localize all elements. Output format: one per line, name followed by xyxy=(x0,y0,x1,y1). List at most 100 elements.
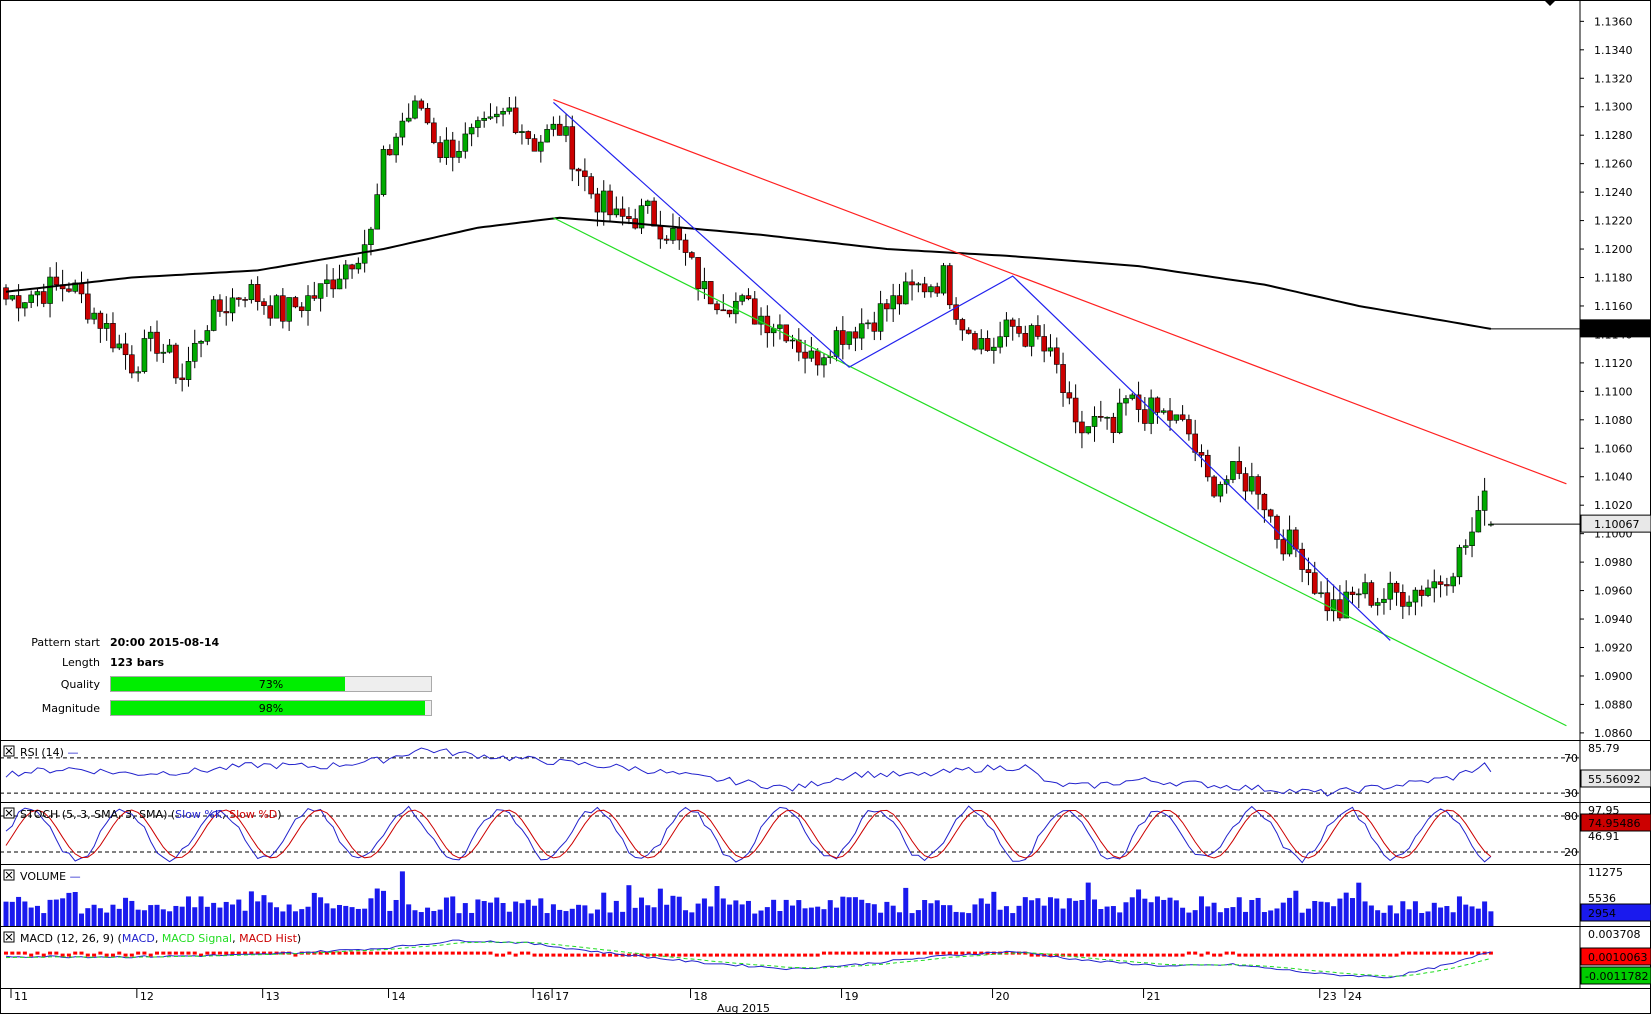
candle-body xyxy=(1305,569,1312,574)
candle-body xyxy=(1217,484,1224,497)
candle-body xyxy=(1337,599,1343,619)
macd-signal-value-label: -0.0011782 xyxy=(1585,970,1648,983)
volume-bar xyxy=(230,904,236,926)
candle-body xyxy=(1255,476,1261,495)
macd-hist-bar xyxy=(727,953,732,957)
candle-body xyxy=(393,136,399,156)
volume-bar xyxy=(60,898,66,926)
volume-bar xyxy=(664,904,670,926)
macd-hist-bar xyxy=(840,951,845,955)
candle-body xyxy=(286,297,292,322)
rsi-level-label: 70 xyxy=(1564,752,1578,765)
macd-hist-bar xyxy=(670,953,675,957)
candle-body xyxy=(1412,589,1419,603)
macd-hist-bar xyxy=(1293,953,1298,957)
macd-hist-bar xyxy=(1394,953,1399,957)
macd-hist-bar xyxy=(532,953,537,957)
volume-bar xyxy=(91,904,97,926)
volume-bar xyxy=(506,911,512,926)
macd-hist-bar xyxy=(381,951,386,955)
volume-bar xyxy=(1255,897,1261,926)
macd-hist-bar xyxy=(173,951,178,955)
macd-hist-bar xyxy=(463,951,468,955)
volume-bar xyxy=(1299,912,1305,926)
candle-body xyxy=(1135,394,1142,410)
candle-body xyxy=(946,265,953,306)
volume-bar xyxy=(22,901,28,926)
candle-body xyxy=(9,295,16,300)
volume-bar xyxy=(1412,901,1418,926)
price-tick-label: 1.1160 xyxy=(1594,300,1633,313)
ma-value-label-box xyxy=(1580,319,1651,338)
candle-body xyxy=(40,291,47,304)
scroll-marker-icon xyxy=(1544,0,1556,6)
macd-hist-bar xyxy=(777,953,782,957)
macd-hist-bar xyxy=(469,951,474,955)
volume-bar xyxy=(1003,906,1009,926)
candle-body xyxy=(292,297,299,308)
candle-body xyxy=(1343,591,1349,619)
x-month-label: Aug 2015 xyxy=(717,1002,770,1014)
macd-hist-bar xyxy=(1331,953,1336,957)
macd-hist-bar xyxy=(92,953,97,957)
volume-bar xyxy=(129,900,135,926)
volume-bar xyxy=(846,897,852,926)
macd-hist-bar xyxy=(494,953,499,957)
volume-bar xyxy=(280,911,286,926)
candle-body xyxy=(1016,326,1022,334)
volume-bar xyxy=(613,900,619,926)
macd-hist-bar xyxy=(551,953,556,957)
candle-body xyxy=(600,190,607,213)
macd-hist-bar xyxy=(60,953,65,957)
macd-hist-bar xyxy=(991,951,996,955)
candle-body xyxy=(701,281,708,290)
candle-body xyxy=(953,304,959,320)
candle-body xyxy=(689,252,695,258)
volume-bar xyxy=(255,901,261,926)
macd-title-part: MACD xyxy=(122,932,155,945)
macd-hist-bar xyxy=(526,951,531,955)
macd-hist-bar xyxy=(268,951,273,955)
candle-body xyxy=(103,323,110,329)
candle-body xyxy=(884,303,890,310)
volume-bar xyxy=(217,907,223,926)
candle-body xyxy=(330,279,336,290)
macd-hist-bar xyxy=(431,951,436,955)
candle-body xyxy=(1387,582,1394,600)
candle-body xyxy=(481,117,487,121)
candle-body xyxy=(147,331,154,339)
candle-body xyxy=(15,295,22,309)
candle-body xyxy=(720,309,727,312)
volume-bar xyxy=(47,899,53,926)
macd-hist-bar xyxy=(966,951,971,955)
macd-hist-bar xyxy=(394,951,399,955)
volume-bar xyxy=(519,903,525,926)
macd-hist-bar xyxy=(161,951,166,955)
candle-body xyxy=(1437,581,1444,585)
volume-bar xyxy=(808,907,814,926)
macd-hist-bar xyxy=(897,951,902,955)
volume-bar xyxy=(72,892,78,926)
moving-average-line xyxy=(5,216,1492,330)
price-tick-label: 1.1240 xyxy=(1594,186,1633,199)
volume-bar xyxy=(1305,908,1311,926)
candle-body xyxy=(1079,421,1085,434)
candle-body xyxy=(1349,591,1356,595)
macd-hist-bar xyxy=(457,951,462,955)
candle-body xyxy=(191,342,198,362)
volume-bar xyxy=(66,892,72,926)
candle-body xyxy=(412,100,418,119)
volume-bar xyxy=(670,895,676,926)
volume-bar xyxy=(179,906,185,926)
candle-body xyxy=(1123,398,1129,404)
candle-body xyxy=(1035,325,1041,337)
volume-bar xyxy=(148,905,154,926)
candle-body xyxy=(1293,529,1299,550)
volume-bar xyxy=(896,912,902,926)
volume-bar xyxy=(34,905,40,926)
candle-body xyxy=(1072,397,1079,423)
candle-body xyxy=(644,200,651,207)
macd-hist-bar xyxy=(721,953,726,957)
macd-hist-bar xyxy=(626,953,631,957)
candle-body xyxy=(777,324,783,329)
